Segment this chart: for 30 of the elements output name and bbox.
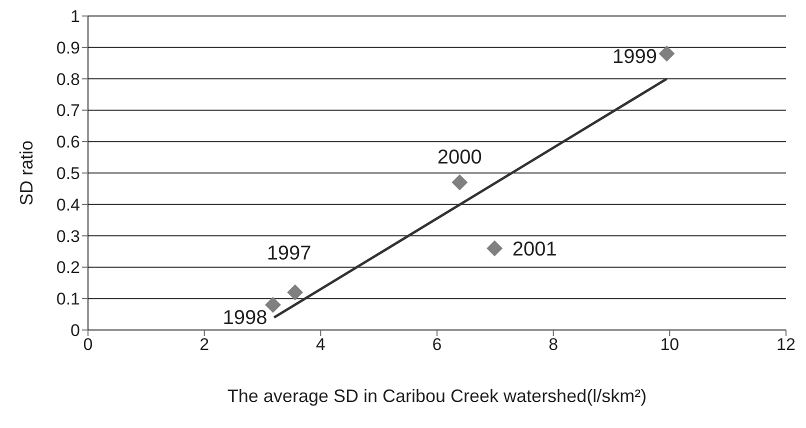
point: [658, 46, 675, 62]
point: [486, 240, 503, 256]
x-tick-label: 2: [200, 335, 210, 354]
y-tick-label: 0.1: [56, 290, 80, 309]
y-axis-title: SD ratio: [16, 140, 36, 206]
point: [287, 284, 304, 300]
y-tick-label: 0.6: [56, 132, 80, 152]
y-tick-label: 1: [70, 7, 80, 26]
y-tick-label: 0.8: [56, 70, 80, 89]
x-tick-label: 6: [432, 335, 442, 354]
x-tick-label: 0: [83, 335, 93, 354]
y-tick-label: 0.3: [56, 226, 80, 246]
point: [452, 174, 468, 190]
y-tick-label: 0.4: [56, 195, 80, 214]
y-tick-label: 0: [70, 321, 80, 340]
x-axis-title: The average SD in Caribou Creek watershed(l/skm²): [227, 386, 647, 406]
x-tick-label: 12: [776, 335, 796, 354]
y-tick-label: 0.9: [56, 38, 80, 58]
annotation: 2000: [437, 146, 482, 169]
y-tick-label: 0.7: [56, 101, 80, 120]
annotation: 1998: [222, 307, 268, 330]
annotation: 1997: [266, 242, 312, 265]
y-tick-label: 0.5: [56, 164, 80, 184]
x-tick-label: 10: [660, 335, 680, 354]
annotation: 1999: [612, 46, 658, 68]
x-tick-label: 8: [548, 335, 558, 354]
y-tick-label: 0.2: [56, 258, 80, 278]
point: [264, 296, 281, 313]
x-tick-label: 4: [316, 335, 326, 354]
annotation: 2001: [512, 238, 557, 261]
